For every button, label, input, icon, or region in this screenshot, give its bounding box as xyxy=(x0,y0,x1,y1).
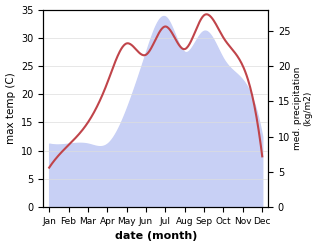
Y-axis label: max temp (C): max temp (C) xyxy=(5,72,16,144)
Y-axis label: med. precipitation
(kg/m2): med. precipitation (kg/m2) xyxy=(293,67,313,150)
X-axis label: date (month): date (month) xyxy=(114,231,197,242)
